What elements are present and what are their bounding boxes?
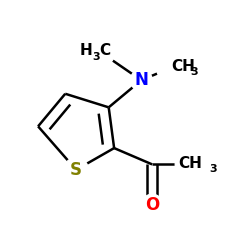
- Text: O: O: [145, 196, 159, 214]
- Circle shape: [130, 69, 152, 91]
- Text: N: N: [134, 71, 148, 89]
- Text: C: C: [99, 43, 110, 58]
- Text: S: S: [70, 161, 82, 179]
- Text: 3: 3: [210, 164, 217, 174]
- Text: CH: CH: [178, 156, 202, 170]
- Circle shape: [80, 33, 116, 68]
- Text: CH: CH: [171, 59, 195, 74]
- Circle shape: [141, 194, 163, 216]
- Text: H: H: [80, 43, 92, 58]
- Circle shape: [175, 150, 205, 179]
- Text: 3: 3: [190, 67, 198, 77]
- Text: 3: 3: [92, 52, 100, 62]
- Circle shape: [156, 49, 192, 84]
- Circle shape: [64, 158, 88, 182]
